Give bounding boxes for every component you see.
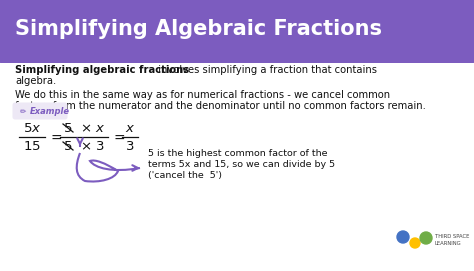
Text: We do this in the same way as for numerical fractions - we cancel common: We do this in the same way as for numeri… [15,90,390,100]
Text: $\times\ 3$: $\times\ 3$ [80,140,105,153]
Text: THIRD SPACE
LEARNING: THIRD SPACE LEARNING [435,234,469,246]
Text: ('cancel the  5'): ('cancel the 5') [148,171,222,180]
Text: $=$: $=$ [47,130,63,144]
Circle shape [397,231,409,243]
Text: Simplifying algebraic fractions: Simplifying algebraic fractions [15,65,189,75]
Text: factors from the numerator and the denominator until no common factors remain.: factors from the numerator and the denom… [15,101,426,111]
Text: $5$: $5$ [64,140,73,153]
Text: $5x$: $5x$ [23,121,41,134]
Text: involves simplifying a fraction that contains: involves simplifying a fraction that con… [155,65,377,75]
Circle shape [410,238,420,248]
Text: $x$: $x$ [125,121,135,134]
Bar [1,43,473,58]
Text: terms 5x and 15, so we can divide by 5: terms 5x and 15, so we can divide by 5 [148,160,335,169]
Text: Simplifying Algebraic Fractions: Simplifying Algebraic Fractions [15,19,382,39]
FancyBboxPatch shape [12,102,67,120]
Text: $=$: $=$ [110,130,126,144]
Text: algebra.: algebra. [15,76,56,86]
Text: $15$: $15$ [23,140,41,153]
Circle shape [420,232,432,244]
Text: $5$: $5$ [64,121,73,134]
Text: $\times\ x$: $\times\ x$ [80,121,105,134]
Text: $3$: $3$ [125,140,135,153]
Text: ✏: ✏ [20,107,27,115]
Text: 5 is the highest common factor of the: 5 is the highest common factor of the [148,149,328,158]
Text: Example: Example [30,107,70,115]
FancyBboxPatch shape [0,0,474,63]
